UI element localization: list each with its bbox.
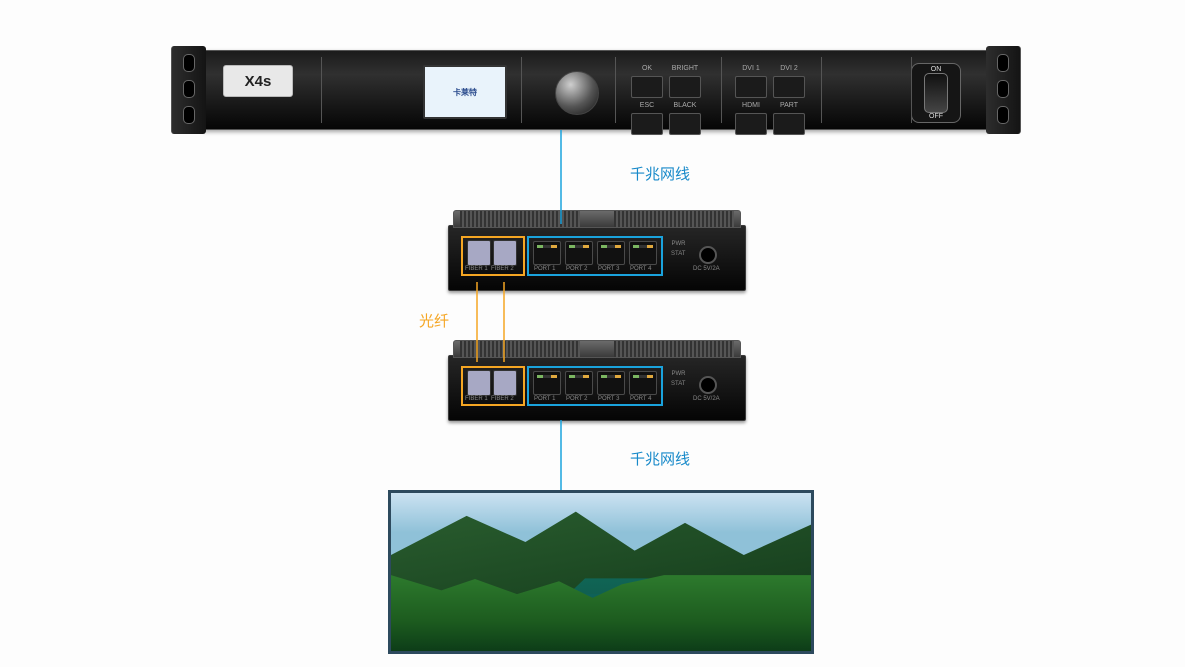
rj45-label-1: PORT 1 — [534, 266, 555, 272]
lcd-screen: 卡莱特 — [423, 65, 507, 119]
sfp-port-2 — [493, 240, 517, 266]
btn-label-bright: BRIGHT — [669, 65, 701, 72]
rocker — [924, 73, 948, 113]
x4s-rack-controller: X4s 卡莱特 OK BRIGHT ESC BLACK DVI 1 DVI 2 … — [200, 50, 992, 130]
btn-dvi1 — [735, 76, 767, 98]
rj45-label-3: PORT 3 — [598, 266, 619, 272]
model-badge: X4s — [223, 65, 293, 97]
btn-label-hdmi: HDMI — [735, 102, 767, 109]
led-stat: STAT — [671, 380, 685, 390]
status-leds: PWR STAT — [671, 240, 685, 259]
power-switch: ON OFF — [911, 63, 961, 123]
sfp-label-1: FIBER 1 — [465, 396, 488, 402]
box-heatsink — [453, 340, 741, 358]
btn-label-ok: OK — [631, 65, 663, 72]
button-group-b: DVI 1 DVI 2 HDMI PART — [735, 65, 805, 135]
rj45-label-2: PORT 2 — [566, 396, 587, 402]
button-group-a: OK BRIGHT ESC BLACK — [631, 65, 701, 135]
status-leds: PWR STAT — [671, 370, 685, 389]
power-off-label: OFF — [929, 113, 943, 120]
box-heatsink — [453, 210, 741, 228]
rj45-port-1 — [533, 371, 561, 395]
label-fiber: 光纤 — [419, 310, 449, 331]
dc-jack — [699, 246, 717, 264]
btn-label-black: BLACK — [669, 102, 701, 109]
led-stat: STAT — [671, 250, 685, 260]
led-display-screen — [388, 490, 814, 654]
rj45-port-3 — [597, 241, 625, 265]
rj45-port-2 — [565, 371, 593, 395]
sfp-port-1 — [467, 370, 491, 396]
dc-label: DC 5V/2A — [693, 396, 720, 402]
landscape-image — [391, 493, 811, 651]
sfp-label-1: FIBER 1 — [465, 266, 488, 272]
rj45-port-4 — [629, 241, 657, 265]
btn-part — [773, 113, 805, 135]
sfp-label-2: FIBER 2 — [491, 396, 514, 402]
rj45-label-4: PORT 4 — [630, 266, 651, 272]
btn-ok — [631, 76, 663, 98]
fiber-converter-1: FIBER 1 FIBER 2 PORT 1 PORT 2 PORT 3 POR… — [448, 225, 746, 291]
rj45-label-4: PORT 4 — [630, 396, 651, 402]
btn-dvi2 — [773, 76, 805, 98]
label-gigabit-ethernet-2: 千兆网线 — [630, 448, 690, 469]
dc-jack — [699, 376, 717, 394]
fiber-converter-2: FIBER 1 FIBER 2 PORT 1 PORT 2 PORT 3 POR… — [448, 355, 746, 421]
sfp-port-2 — [493, 370, 517, 396]
btn-label-esc: ESC — [631, 102, 663, 109]
rj45-port-2 — [565, 241, 593, 265]
btn-label-dvi2: DVI 2 — [773, 65, 805, 72]
btn-black — [669, 113, 701, 135]
btn-esc — [631, 113, 663, 135]
label-gigabit-ethernet-1: 千兆网线 — [630, 163, 690, 184]
btn-hdmi — [735, 113, 767, 135]
rj45-label-3: PORT 3 — [598, 396, 619, 402]
rj45-port-3 — [597, 371, 625, 395]
connection-diagram: X4s 卡莱特 OK BRIGHT ESC BLACK DVI 1 DVI 2 … — [0, 0, 1185, 667]
led-pwr: PWR — [671, 370, 685, 380]
rj45-port-4 — [629, 371, 657, 395]
btn-label-dvi1: DVI 1 — [735, 65, 767, 72]
sfp-port-1 — [467, 240, 491, 266]
btn-label-part: PART — [773, 102, 805, 109]
rj45-label-1: PORT 1 — [534, 396, 555, 402]
sfp-label-2: FIBER 2 — [491, 266, 514, 272]
rotary-knob — [555, 71, 599, 115]
rack-ear-right — [986, 46, 1021, 134]
power-on-label: ON — [931, 66, 942, 73]
dc-label: DC 5V/2A — [693, 266, 720, 272]
rj45-label-2: PORT 2 — [566, 266, 587, 272]
led-pwr: PWR — [671, 240, 685, 250]
rj45-port-1 — [533, 241, 561, 265]
btn-bright — [669, 76, 701, 98]
rack-ear-left — [171, 46, 206, 134]
